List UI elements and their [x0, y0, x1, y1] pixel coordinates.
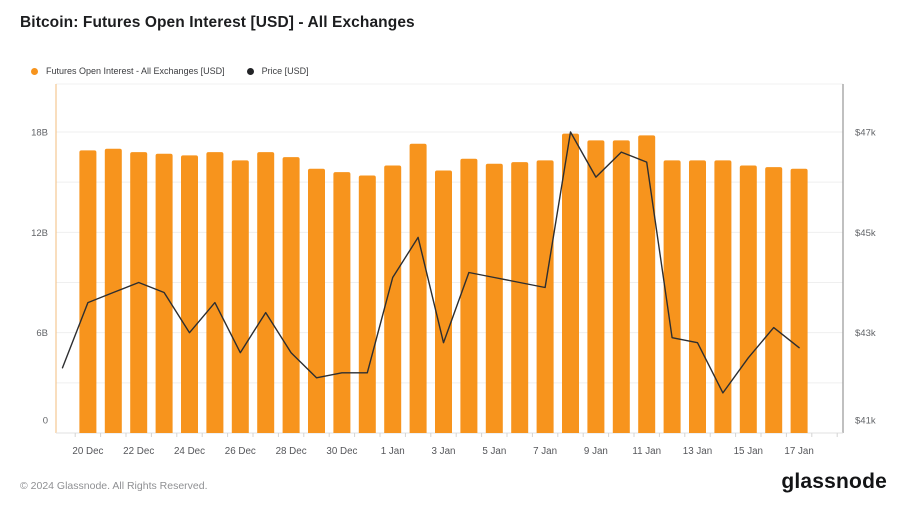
- svg-text:11 Jan: 11 Jan: [632, 446, 661, 457]
- svg-text:26 Dec: 26 Dec: [225, 446, 256, 457]
- glassnode-logo: glassnode: [781, 470, 887, 493]
- legend-label-open-interest: Futures Open Interest - All Exchanges [U…: [46, 66, 225, 76]
- svg-text:3 Jan: 3 Jan: [432, 446, 456, 457]
- svg-text:1 Jan: 1 Jan: [381, 446, 405, 457]
- legend-item-open-interest[interactable]: Futures Open Interest - All Exchanges [U…: [31, 66, 225, 76]
- copyright-text: © 2024 Glassnode. All Rights Reserved.: [20, 480, 208, 492]
- svg-text:$41k: $41k: [855, 416, 876, 427]
- svg-text:15 Jan: 15 Jan: [734, 446, 763, 457]
- legend-item-price[interactable]: Price [USD]: [246, 66, 309, 76]
- svg-text:9 Jan: 9 Jan: [584, 446, 608, 457]
- chart-title: Bitcoin: Futures Open Interest [USD] - A…: [20, 14, 415, 31]
- svg-text:5 Jan: 5 Jan: [482, 446, 506, 457]
- svg-text:24 Dec: 24 Dec: [174, 446, 205, 457]
- svg-text:28 Dec: 28 Dec: [276, 446, 307, 457]
- legend-swatch-price-icon: [246, 67, 254, 75]
- svg-text:20 Dec: 20 Dec: [72, 446, 103, 457]
- legend-label-price: Price [USD]: [261, 66, 309, 76]
- chart-legend: Futures Open Interest - All Exchanges [U…: [31, 66, 309, 76]
- svg-text:18B: 18B: [31, 128, 48, 139]
- svg-text:$45k: $45k: [855, 228, 876, 239]
- svg-text:17 Jan: 17 Jan: [784, 446, 813, 457]
- svg-text:12B: 12B: [31, 228, 48, 239]
- svg-text:$47k: $47k: [855, 128, 876, 139]
- svg-text:7 Jan: 7 Jan: [533, 446, 557, 457]
- svg-text:0: 0: [43, 416, 48, 427]
- svg-text:30 Dec: 30 Dec: [326, 446, 357, 457]
- svg-text:$43k: $43k: [855, 328, 876, 339]
- svg-text:6B: 6B: [36, 328, 48, 339]
- svg-text:22 Dec: 22 Dec: [123, 446, 154, 457]
- svg-text:13 Jan: 13 Jan: [683, 446, 712, 457]
- legend-swatch-open-interest-icon: [31, 67, 38, 75]
